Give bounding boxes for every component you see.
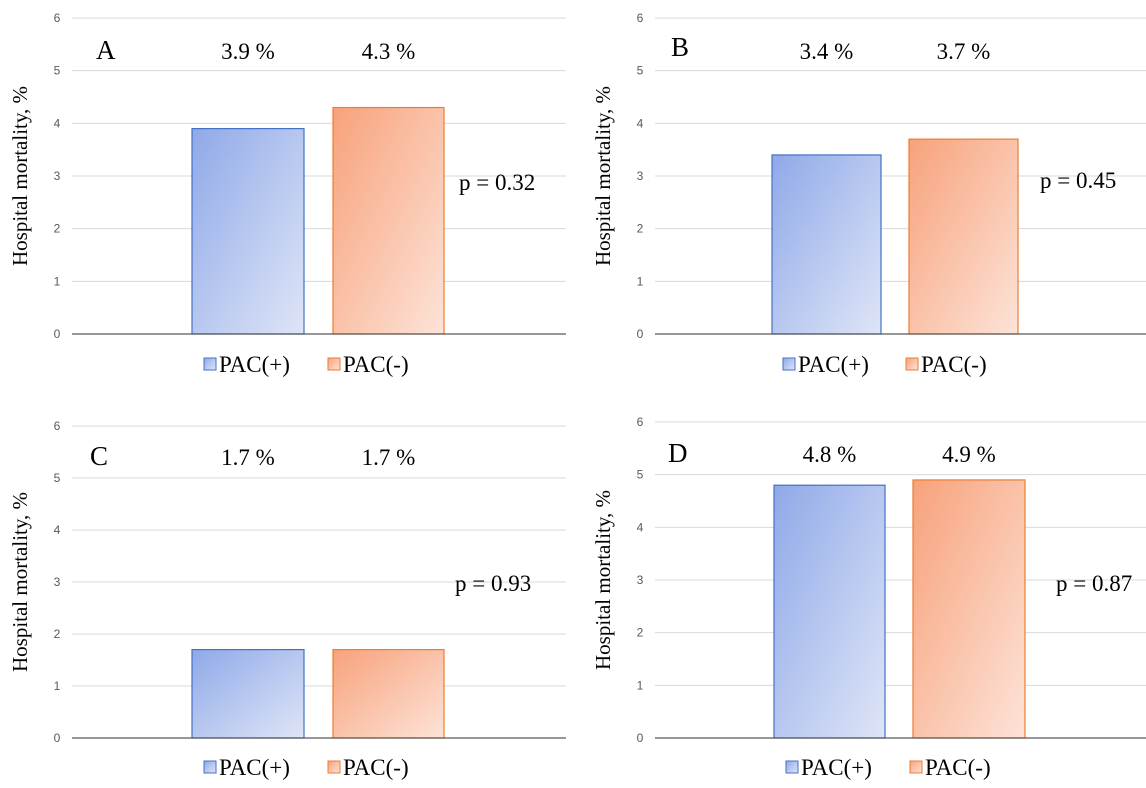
legend-label: PAC(-) [925, 755, 991, 780]
chart-panel-a: 0 1 2 3 4 5 6 Hospital mortality, % 3.9 % 4.3 % Ap… [8, 11, 566, 377]
y-tick-label: 5 [54, 471, 61, 485]
y-tick-label: 1 [54, 679, 61, 693]
bar-value-label: 4.9 % [942, 442, 996, 467]
bar-pacneg [332, 106, 445, 335]
y-tick-label: 4 [54, 523, 61, 537]
y-axis-label: Hospital mortality, % [591, 86, 615, 266]
panel-label: C [90, 441, 108, 471]
legend-label: PAC(-) [921, 352, 987, 377]
panel-label: A [96, 35, 116, 65]
y-tick-label: 0 [637, 731, 644, 745]
y-tick-label: 1 [637, 678, 644, 692]
y-tick-label: 3 [637, 169, 644, 183]
bar-pacpos [191, 128, 305, 335]
y-tick-label: 1 [54, 274, 61, 288]
y-tick-label: 6 [54, 419, 61, 433]
chart-panel-b: 0 1 2 3 4 5 6 Hospital mortality, % 3.4 % 3.7 % Bp… [591, 11, 1146, 377]
panel-label: D [668, 438, 688, 468]
y-tick-label: 4 [637, 116, 644, 130]
legend-swatch [203, 357, 217, 371]
p-value-annotation: p = 0.93 [455, 571, 531, 596]
bar-value-label: 1.7 % [221, 445, 275, 470]
y-tick-label: 1 [637, 274, 644, 288]
bar-value-label: 3.4 % [800, 39, 854, 64]
bar-pacneg [908, 138, 1019, 335]
legend-label: PAC(-) [343, 755, 409, 780]
legend-label: PAC(+) [219, 755, 290, 780]
bar-pacpos [773, 484, 886, 739]
y-axis-label: Hospital mortality, % [8, 86, 32, 266]
legend-swatch [905, 357, 919, 371]
y-tick-label: 0 [54, 327, 61, 341]
y-tick-label: 0 [637, 327, 644, 341]
y-tick-label: 2 [637, 626, 644, 640]
bar-pacpos [771, 154, 882, 335]
y-tick-label: 6 [637, 415, 644, 429]
y-tick-label: 3 [54, 575, 61, 589]
legend-swatch [203, 760, 217, 774]
legend: PAC(+) PAC(-) [203, 755, 409, 780]
bar-value-label: 4.8 % [803, 442, 857, 467]
legend: PAC(+) PAC(-) [782, 352, 987, 377]
y-axis-label: Hospital mortality, % [591, 490, 615, 670]
y-axis-label: Hospital mortality, % [8, 492, 32, 672]
legend-label: PAC(-) [343, 352, 409, 377]
panel-label: B [671, 32, 689, 62]
p-value-annotation: p = 0.87 [1056, 571, 1132, 596]
legend: PAC(+) PAC(-) [203, 352, 409, 377]
bar-pacneg [332, 648, 445, 739]
bar-value-label: 4.3 % [362, 39, 416, 64]
y-tick-label: 5 [637, 468, 644, 482]
y-tick-label: 4 [637, 520, 644, 534]
legend-swatch [782, 357, 796, 371]
y-tick-label: 0 [54, 731, 61, 745]
chart-panel-d: 0 1 2 3 4 5 6 Hospital mortality, % 4.8 % 4.9 % Dp… [591, 415, 1146, 780]
y-tick-label: 6 [637, 11, 644, 25]
y-tick-label: 3 [637, 573, 644, 587]
legend-label: PAC(+) [798, 352, 869, 377]
bar-pacneg [912, 479, 1026, 739]
legend: PAC(+) PAC(-) [785, 755, 991, 780]
legend-swatch [327, 357, 341, 371]
y-tick-label: 2 [54, 627, 61, 641]
legend-swatch [785, 760, 799, 774]
legend-label: PAC(+) [219, 352, 290, 377]
y-tick-label: 6 [54, 11, 61, 25]
y-tick-label: 2 [637, 222, 644, 236]
y-tick-label: 3 [54, 169, 61, 183]
chart-panel-c: 0 1 2 3 4 5 6 Hospital mortality, % 1.7 % 1.7 % Cp… [8, 419, 566, 780]
y-tick-label: 2 [54, 222, 61, 236]
bar-value-label: 1.7 % [362, 445, 416, 470]
bar-pacpos [191, 648, 305, 739]
y-tick-label: 5 [637, 64, 644, 78]
y-tick-label: 4 [54, 116, 61, 130]
legend-swatch [327, 760, 341, 774]
y-tick-label: 5 [54, 64, 61, 78]
legend-label: PAC(+) [801, 755, 872, 780]
legend-swatch [909, 760, 923, 774]
bar-value-label: 3.7 % [937, 39, 991, 64]
p-value-annotation: p = 0.45 [1040, 168, 1116, 193]
p-value-annotation: p = 0.32 [459, 170, 535, 195]
bar-value-label: 3.9 % [221, 39, 275, 64]
